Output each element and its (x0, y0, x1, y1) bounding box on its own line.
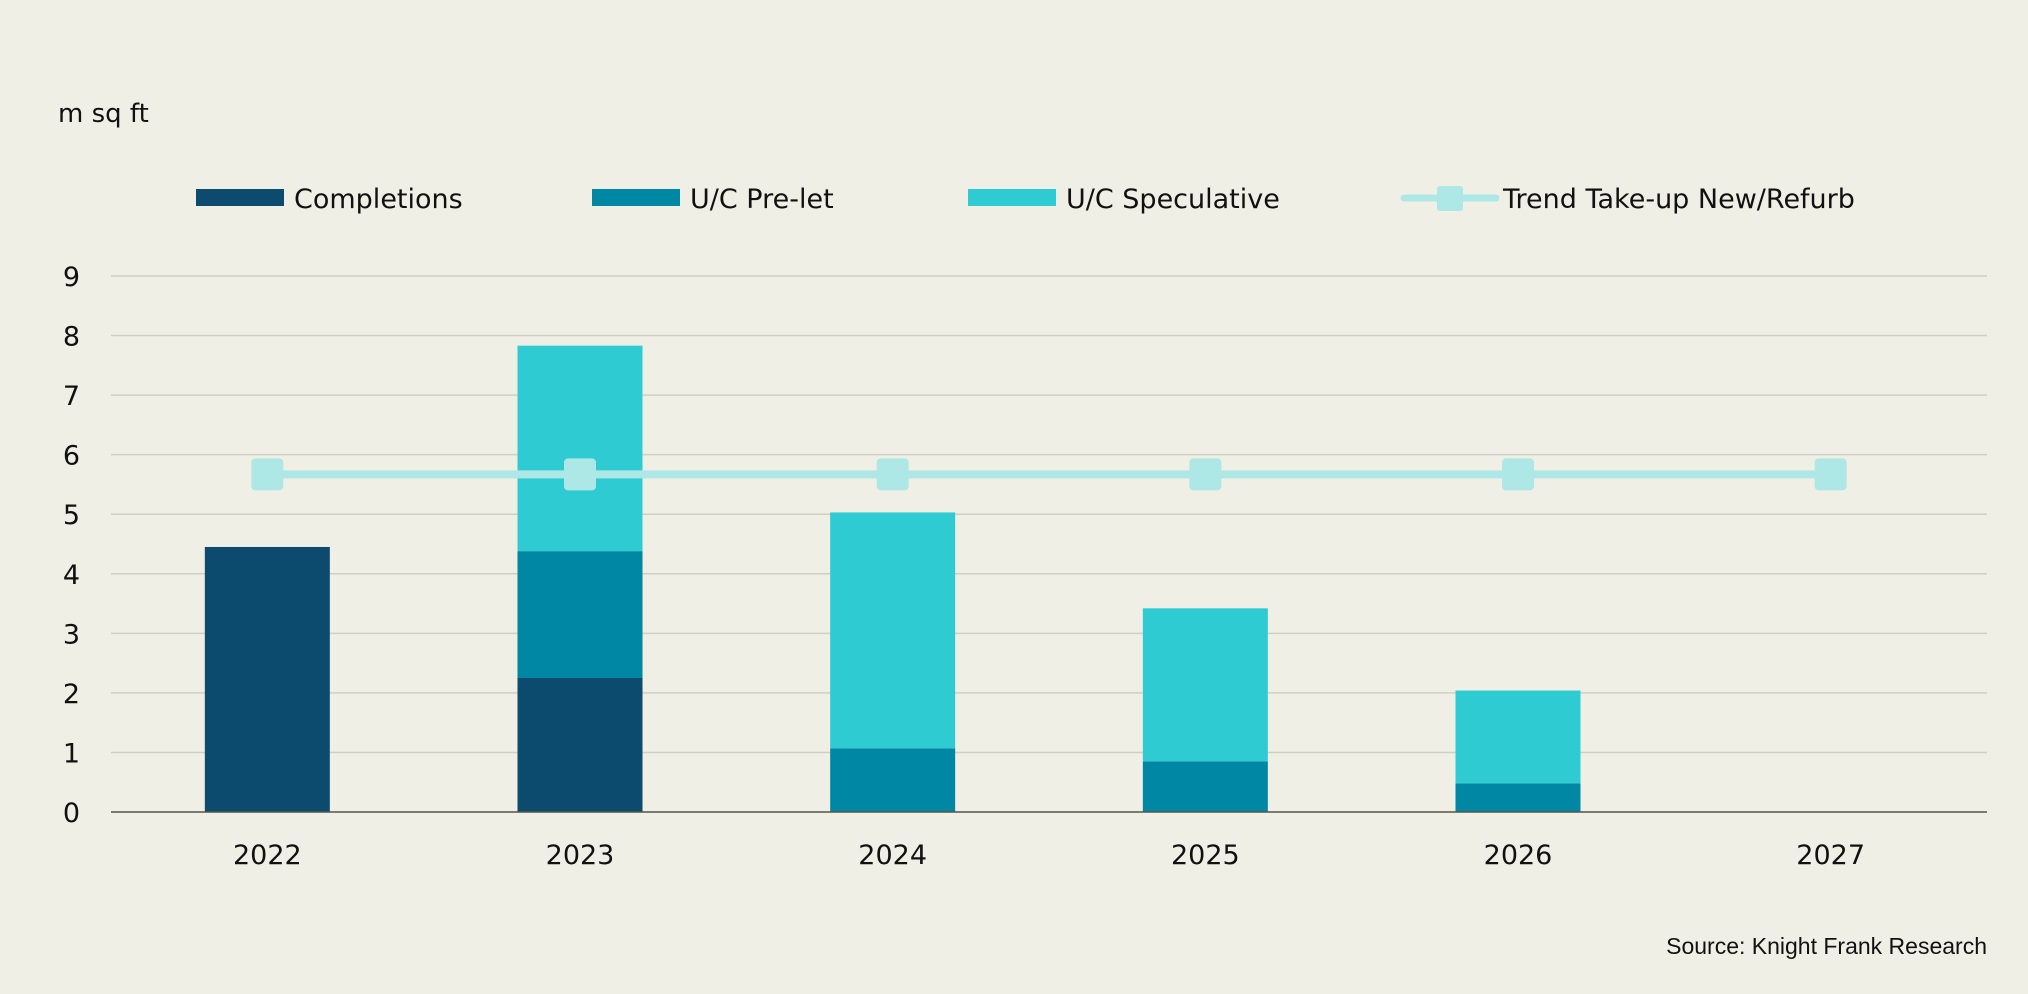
legend-item: U/C Speculative (968, 184, 1280, 215)
legend-label: U/C Pre-let (690, 184, 834, 215)
bar-segment-u-c-pre-let (517, 551, 643, 678)
y-axis-label: m sq ft (58, 99, 149, 129)
trend-line-group (251, 458, 1847, 491)
y-tick-label: 8 (63, 322, 80, 353)
legend-label: U/C Speculative (1066, 184, 1280, 215)
bar-segment-completions (517, 678, 643, 812)
legend-label: Trend Take-up New/Refurb (1502, 184, 1855, 215)
y-tick-label: 3 (63, 619, 80, 650)
y-tick-label: 2 (63, 679, 80, 710)
trend-marker (1502, 458, 1534, 491)
bar-segment-u-c-speculative (1142, 608, 1268, 762)
trend-marker (1814, 458, 1847, 491)
bar-segment-u-c-pre-let (830, 748, 956, 812)
legend-label: Completions (294, 184, 463, 215)
y-tick-label: 5 (63, 500, 80, 531)
legend-swatch (196, 189, 284, 206)
x-tick-label: 2022 (233, 840, 302, 871)
bar-segment-u-c-pre-let (1142, 761, 1268, 812)
legend-item: Trend Take-up New/Refurb (1400, 184, 1855, 215)
legend-swatch (592, 189, 680, 206)
bar-segment-u-c-speculative (830, 512, 956, 749)
x-tick-label: 2024 (858, 840, 927, 871)
x-tick-label: 2025 (1171, 840, 1240, 871)
legend-item: U/C Pre-let (592, 184, 834, 215)
bar-segment-u-c-speculative (517, 345, 643, 552)
x-axis-ticks: 2022 2023 2024 2025 2026 2027 (233, 840, 1865, 871)
y-tick-label: 0 (63, 798, 80, 829)
legend-item: Completions (196, 184, 463, 215)
source-note: Source: Knight Frank Research (1666, 933, 1987, 959)
y-tick-label: 9 (63, 262, 80, 293)
trend-marker (876, 458, 909, 491)
x-tick-label: 2023 (546, 840, 615, 871)
legend-marker-swatch (1437, 186, 1463, 211)
bars (204, 345, 1581, 812)
y-tick-label: 1 (63, 738, 80, 769)
trend-marker (1189, 458, 1222, 491)
bar-segment-completions (204, 546, 330, 812)
y-tick-label: 4 (63, 560, 80, 591)
y-tick-label: 6 (63, 441, 80, 472)
x-tick-label: 2027 (1796, 840, 1865, 871)
trend-marker (564, 458, 596, 491)
y-axis-ticks: 0 1 2 3 4 5 6 7 8 9 (63, 262, 80, 829)
gridlines (111, 275, 1987, 754)
bar-segment-u-c-pre-let (1455, 783, 1581, 812)
legend: Completions U/C Pre-let U/C Speculative Tre… (196, 184, 1855, 215)
y-tick-label: 7 (63, 381, 80, 412)
trend-marker (251, 458, 284, 491)
bar-segment-u-c-speculative (1455, 690, 1581, 784)
x-tick-label: 2026 (1484, 840, 1553, 871)
legend-swatch (968, 189, 1056, 206)
